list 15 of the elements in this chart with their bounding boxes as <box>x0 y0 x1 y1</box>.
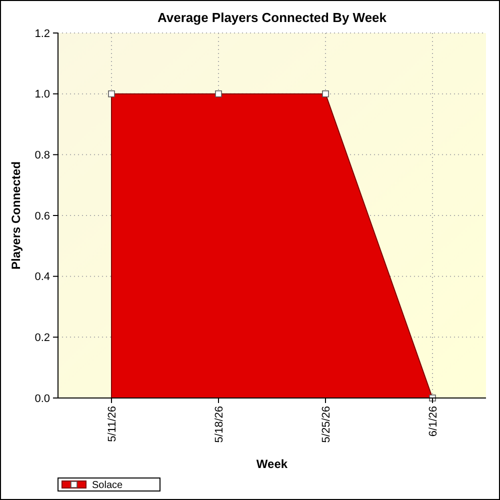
legend-label: Solace <box>92 480 124 491</box>
y-tick-label: 1.2 <box>34 28 50 40</box>
y-tick-label: 0.8 <box>34 150 50 162</box>
x-tick-label: 6/1/26 <box>428 406 440 437</box>
y-tick-label: 1.0 <box>34 88 50 101</box>
chart-title: Average Players Connected By Week <box>157 10 388 25</box>
x-axis-title: Week <box>256 457 288 471</box>
y-tick-label: 0.6 <box>34 210 50 222</box>
x-tick-label: 5/18/26 <box>214 406 226 443</box>
y-axis-title: Players Connected <box>9 161 23 270</box>
x-tick-label: 5/11/26 <box>106 406 118 442</box>
x-tick-label: 5/25/26 <box>320 406 332 443</box>
y-tick-label: 0.4 <box>34 271 50 284</box>
y-tick-label: 0.0 <box>34 392 50 405</box>
y-tick-label: 0.2 <box>34 332 50 344</box>
